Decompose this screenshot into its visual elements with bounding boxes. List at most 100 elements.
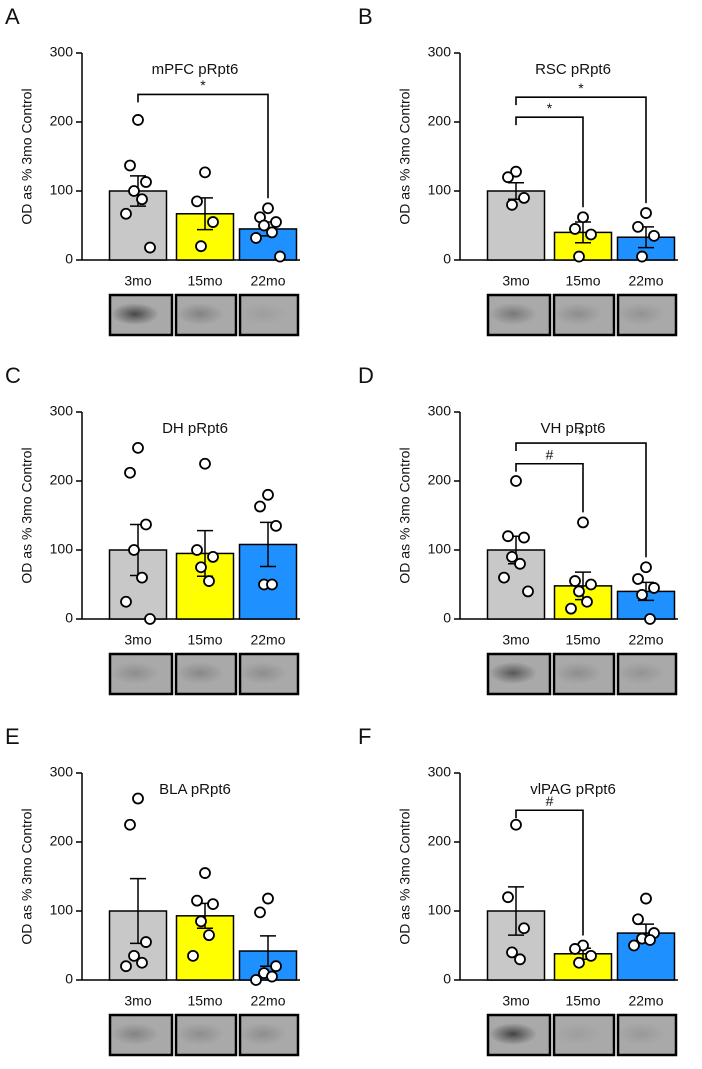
data-point xyxy=(254,906,266,919)
significance-label: * xyxy=(200,77,206,93)
data-point xyxy=(128,949,140,962)
data-point xyxy=(140,518,152,531)
significance-label: * xyxy=(547,100,553,116)
x-tick-label: 22mo xyxy=(628,273,663,289)
y-axis-label: OD as % 3mo Control xyxy=(397,808,413,944)
data-point xyxy=(502,530,514,543)
data-point xyxy=(573,585,585,598)
data-point xyxy=(569,943,581,955)
data-point xyxy=(510,818,522,831)
chart-title: BLA pRpt6 xyxy=(159,781,231,798)
data-point xyxy=(199,166,211,179)
data-point xyxy=(498,571,510,584)
data-point xyxy=(518,922,530,935)
y-axis-label: OD as % 3mo Control xyxy=(397,88,413,224)
data-point xyxy=(250,232,262,244)
x-tick-label: 22mo xyxy=(250,273,285,289)
data-point xyxy=(254,500,266,513)
x-tick-label: 3mo xyxy=(124,632,151,648)
blot-band xyxy=(617,303,665,325)
blot-band xyxy=(489,662,537,684)
data-point xyxy=(262,488,274,501)
blot-band xyxy=(554,303,602,325)
y-tick-label: 200 xyxy=(428,833,452,849)
data-point xyxy=(640,892,652,905)
y-tick-label: 200 xyxy=(50,833,74,849)
data-point xyxy=(573,956,585,969)
blot-band xyxy=(239,303,287,325)
data-point xyxy=(124,159,136,172)
panel-letter: D xyxy=(358,363,374,388)
panel: C DH pRpt6 OD as % 3mo Control 0 100 200 300 3m… xyxy=(5,363,300,696)
data-point xyxy=(585,949,597,962)
data-point xyxy=(144,241,156,254)
data-point xyxy=(207,550,219,563)
data-point xyxy=(132,114,144,126)
data-point xyxy=(132,441,144,454)
x-tick-label: 15mo xyxy=(187,632,222,648)
data-point xyxy=(262,202,274,215)
y-tick-label: 300 xyxy=(428,403,452,419)
y-tick-label: 100 xyxy=(428,541,452,557)
data-point xyxy=(207,898,219,911)
y-tick-label: 100 xyxy=(428,182,452,198)
data-point xyxy=(203,929,215,942)
data-point xyxy=(565,602,577,615)
significance-label: * xyxy=(578,426,584,442)
data-point xyxy=(140,936,152,948)
data-point xyxy=(628,939,640,952)
data-point xyxy=(136,193,148,206)
panel-letter: C xyxy=(5,363,21,388)
y-tick-label: 300 xyxy=(50,403,74,419)
data-point xyxy=(585,578,597,591)
x-tick-label: 15mo xyxy=(187,273,222,289)
x-tick-label: 3mo xyxy=(124,273,151,289)
y-tick-label: 200 xyxy=(50,472,74,488)
significance-bracket xyxy=(515,462,584,513)
data-point xyxy=(514,953,526,966)
data-point xyxy=(506,198,518,211)
y-axis-label: OD as % 3mo Control xyxy=(19,808,35,944)
significance-bracket xyxy=(137,93,269,199)
x-tick-label: 22mo xyxy=(628,632,663,648)
x-tick-label: 15mo xyxy=(565,993,600,1009)
data-point xyxy=(577,516,589,529)
blot-band xyxy=(554,1023,602,1045)
y-tick-label: 0 xyxy=(65,610,73,626)
blot-band xyxy=(489,303,537,325)
significance-label: # xyxy=(546,793,554,809)
data-point xyxy=(132,792,144,805)
data-point xyxy=(266,970,278,983)
data-point xyxy=(266,226,278,239)
data-point xyxy=(195,915,207,928)
significance-label: * xyxy=(578,80,584,96)
chart-title: VH pRpt6 xyxy=(540,420,605,437)
blot-band xyxy=(239,662,287,684)
data-point xyxy=(581,595,593,608)
data-point xyxy=(124,818,136,831)
data-point xyxy=(124,466,136,479)
data-point xyxy=(136,571,148,584)
y-tick-label: 100 xyxy=(50,541,74,557)
data-point xyxy=(632,220,644,233)
data-point xyxy=(506,946,518,959)
data-point xyxy=(128,185,140,197)
panel-letter: E xyxy=(5,724,20,749)
blot-band xyxy=(111,303,159,325)
panel-letter: A xyxy=(5,4,20,29)
y-tick-label: 100 xyxy=(428,902,452,918)
data-point xyxy=(203,575,215,587)
data-point xyxy=(640,207,652,219)
data-point xyxy=(577,211,589,224)
y-tick-label: 0 xyxy=(443,971,451,987)
y-tick-label: 300 xyxy=(428,764,452,780)
data-point xyxy=(648,582,660,594)
y-tick-label: 200 xyxy=(428,472,452,488)
blot-band xyxy=(617,662,665,684)
data-point xyxy=(644,613,656,625)
data-point xyxy=(120,595,132,608)
blot-band xyxy=(617,1023,665,1045)
data-point xyxy=(207,216,219,228)
